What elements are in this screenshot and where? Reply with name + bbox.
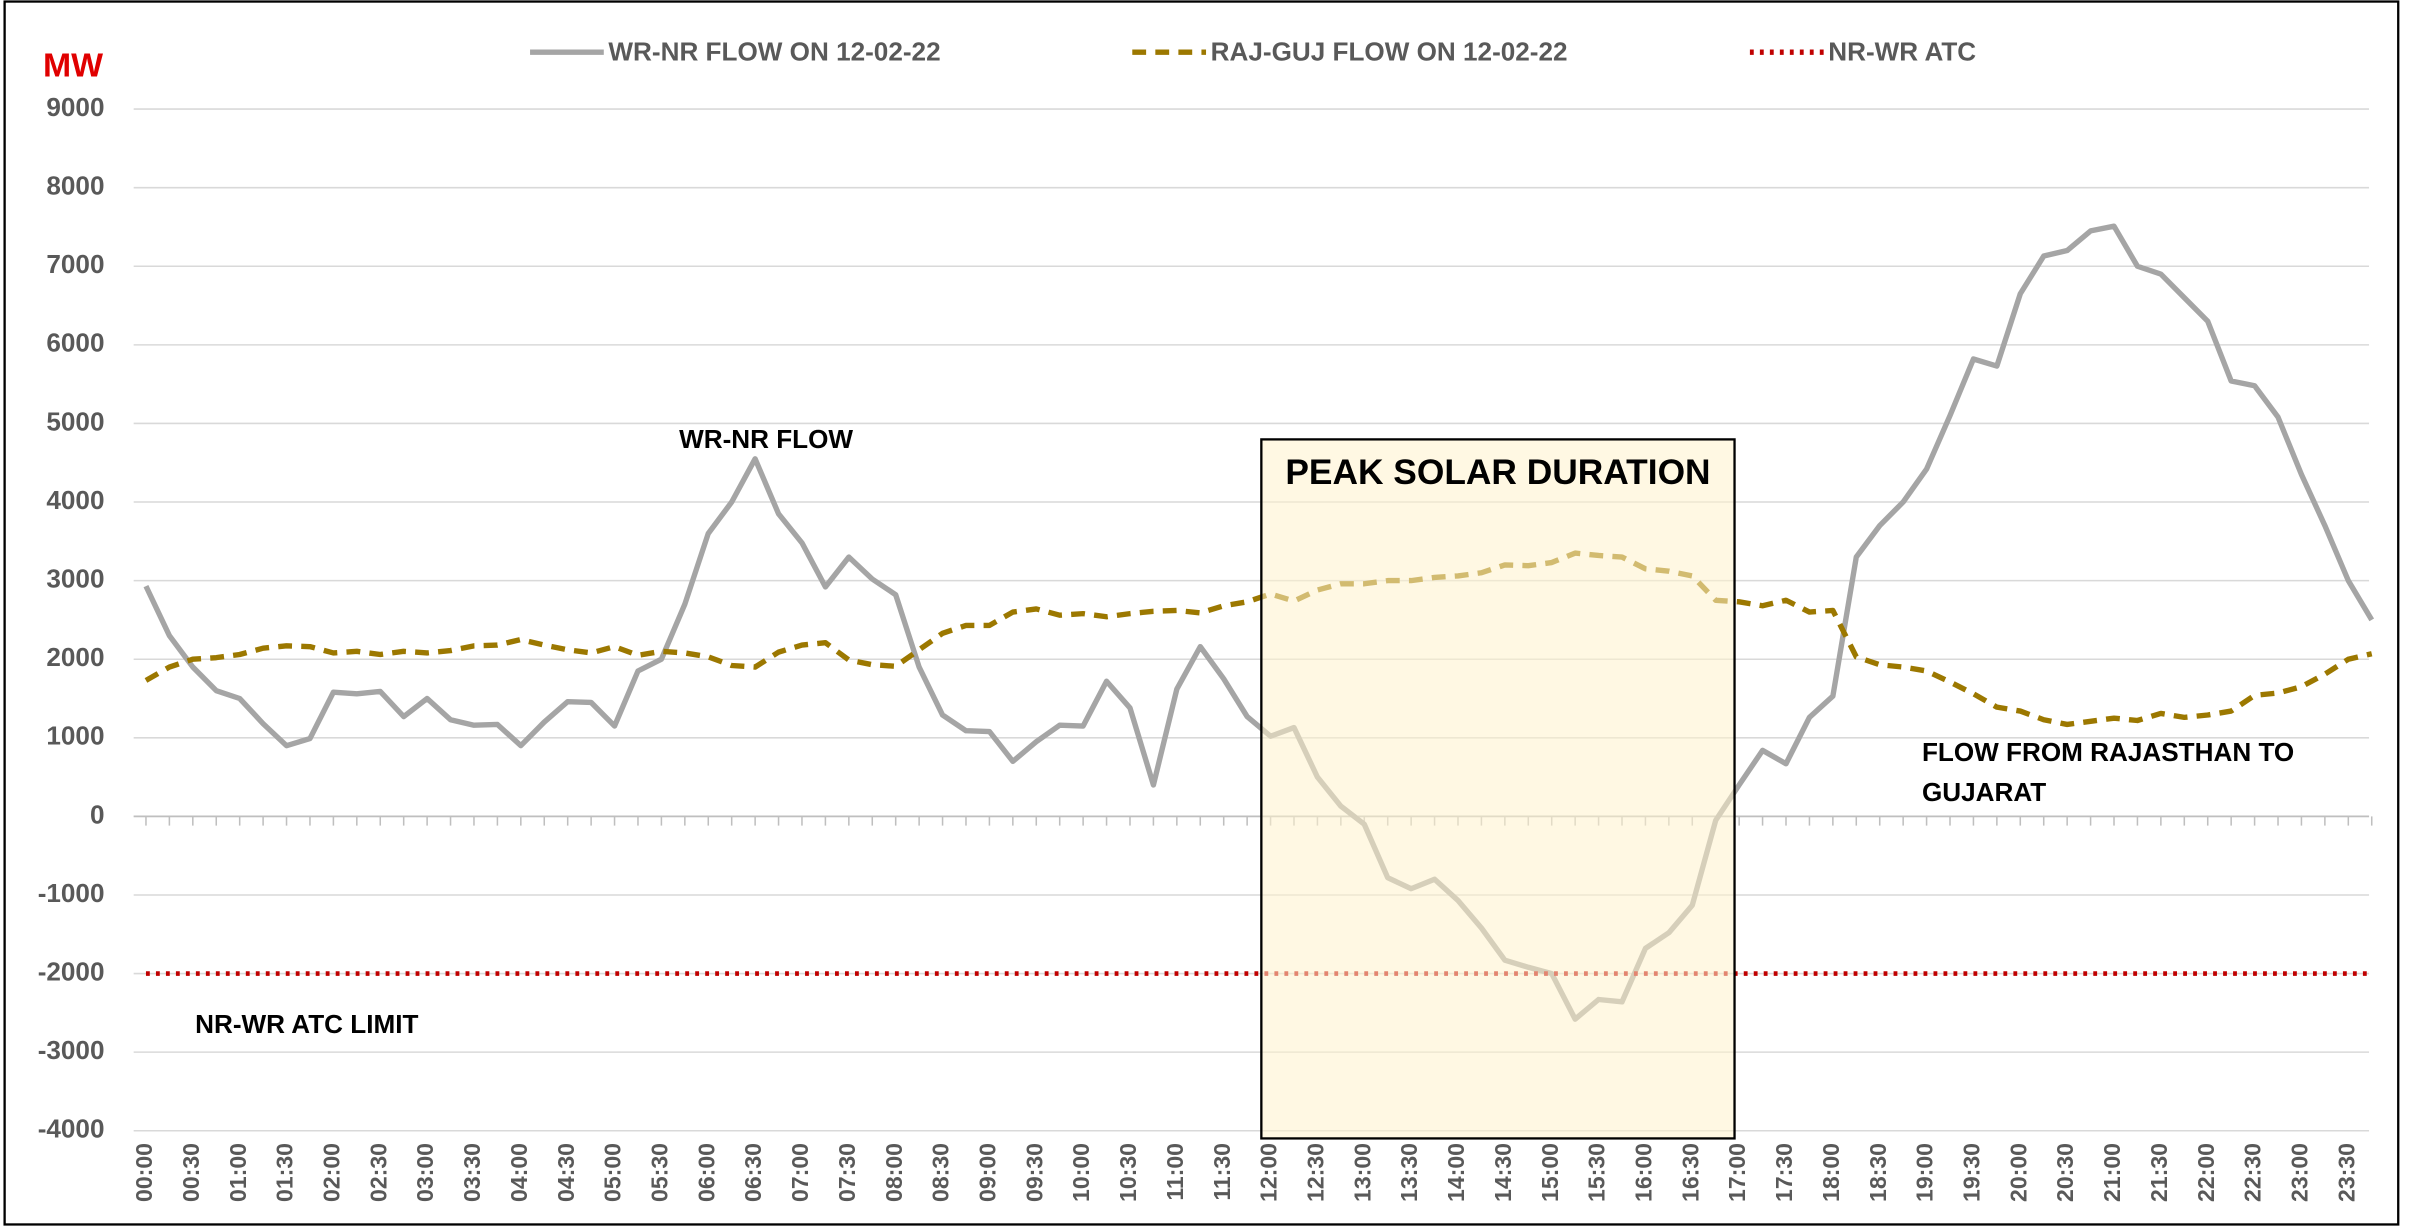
x-tick-label: 19:30 [1959,1143,1985,1202]
x-tick-label: 17:00 [1724,1143,1750,1202]
x-tick-label: 10:30 [1115,1143,1141,1202]
x-tick-label: 20:30 [2052,1143,2078,1202]
x-tick-label: 23:30 [2333,1143,2359,1202]
x-tick-label: 02:30 [365,1143,391,1202]
y-tick-label: 3000 [46,564,104,594]
annotation: GUJARAT [1922,777,2046,807]
y-tick-label: 7000 [46,249,104,279]
legend-label: NR-WR ATC [1828,37,1976,67]
x-tick-label: 20:00 [2005,1143,2031,1202]
legend-label: RAJ-GUJ FLOW ON 12-02-22 [1211,37,1568,67]
x-tick-label: 02:00 [318,1143,344,1202]
x-tick-label: 13:30 [1396,1143,1422,1202]
x-tick-label: 22:30 [2240,1143,2266,1202]
x-tick-label: 04:00 [506,1143,532,1202]
peak-box [1260,438,1736,1140]
x-tick-label: 13:00 [1349,1143,1375,1202]
annotation: PEAK SOLAR DURATION [1285,453,1710,492]
x-tick-label: 15:30 [1584,1143,1610,1202]
y-tick-label: 0 [90,799,105,829]
y-tick-label: -4000 [38,1114,105,1144]
x-tick-label: 00:30 [178,1143,204,1202]
y-tick-label: 1000 [46,721,104,751]
y-tick-label: -2000 [38,956,105,986]
x-tick-label: 18:00 [1818,1143,1844,1202]
x-tick-label: 19:00 [1912,1143,1938,1202]
x-tick-label: 16:00 [1631,1143,1657,1202]
x-tick-label: 10:00 [1068,1143,1094,1202]
x-tick-label: 23:00 [2287,1143,2313,1202]
y-tick-label: 9000 [46,92,104,122]
y-tick-label: 5000 [46,406,104,436]
x-tick-label: 12:30 [1303,1143,1329,1202]
annotation: WR-NR FLOW [679,424,853,454]
series-line [144,550,2373,728]
x-tick-label: 07:30 [834,1143,860,1202]
y-unit: MW [43,47,103,85]
x-tick-label: 11:00 [1162,1143,1188,1201]
x-tick-label: 21:00 [2099,1143,2125,1202]
x-tick-label: 22:00 [2193,1143,2219,1202]
x-tick-label: 04:30 [553,1143,579,1202]
x-tick-label: 09:30 [1021,1143,1047,1202]
x-tick-label: 05:30 [646,1143,672,1202]
x-tick-label: 18:30 [1865,1143,1891,1202]
y-tick-label: -1000 [38,878,105,908]
series-line [143,223,2375,1022]
x-tick-label: 16:30 [1677,1143,1703,1202]
x-tick-label: 21:30 [2146,1143,2172,1202]
y-tick-label: -3000 [38,1035,105,1065]
x-tick-label: 03:00 [412,1143,438,1202]
y-tick-label: 6000 [46,328,104,358]
x-tick-label: 08:30 [928,1143,954,1202]
x-tick-label: 11:30 [1209,1143,1235,1201]
x-tick-label: 15:00 [1537,1143,1563,1202]
x-tick-label: 06:00 [693,1143,719,1202]
annotation: FLOW FROM RAJASTHAN TO [1922,737,2294,767]
x-tick-label: 06:30 [740,1143,766,1202]
y-tick-label: 4000 [46,485,104,515]
x-tick-label: 01:30 [272,1143,298,1202]
x-tick-label: 12:00 [1256,1143,1282,1202]
x-tick-label: 03:30 [459,1143,485,1202]
x-tick-label: 05:00 [600,1143,626,1202]
annotation: NR-WR ATC LIMIT [195,1009,418,1039]
x-tick-label: 14:30 [1490,1143,1516,1202]
y-tick-label: 8000 [46,171,104,201]
x-tick-label: 01:00 [225,1143,251,1202]
legend-label: WR-NR FLOW ON 12-02-22 [608,37,940,67]
chart-frame [3,0,2400,1226]
y-tick-label: 2000 [46,642,104,672]
x-tick-label: 08:00 [881,1143,907,1202]
x-tick-label: 14:00 [1443,1143,1469,1202]
x-tick-label: 07:00 [787,1143,813,1202]
x-tick-label: 00:00 [131,1143,157,1202]
x-tick-label: 17:30 [1771,1143,1797,1202]
x-tick-label: 09:00 [975,1143,1001,1202]
